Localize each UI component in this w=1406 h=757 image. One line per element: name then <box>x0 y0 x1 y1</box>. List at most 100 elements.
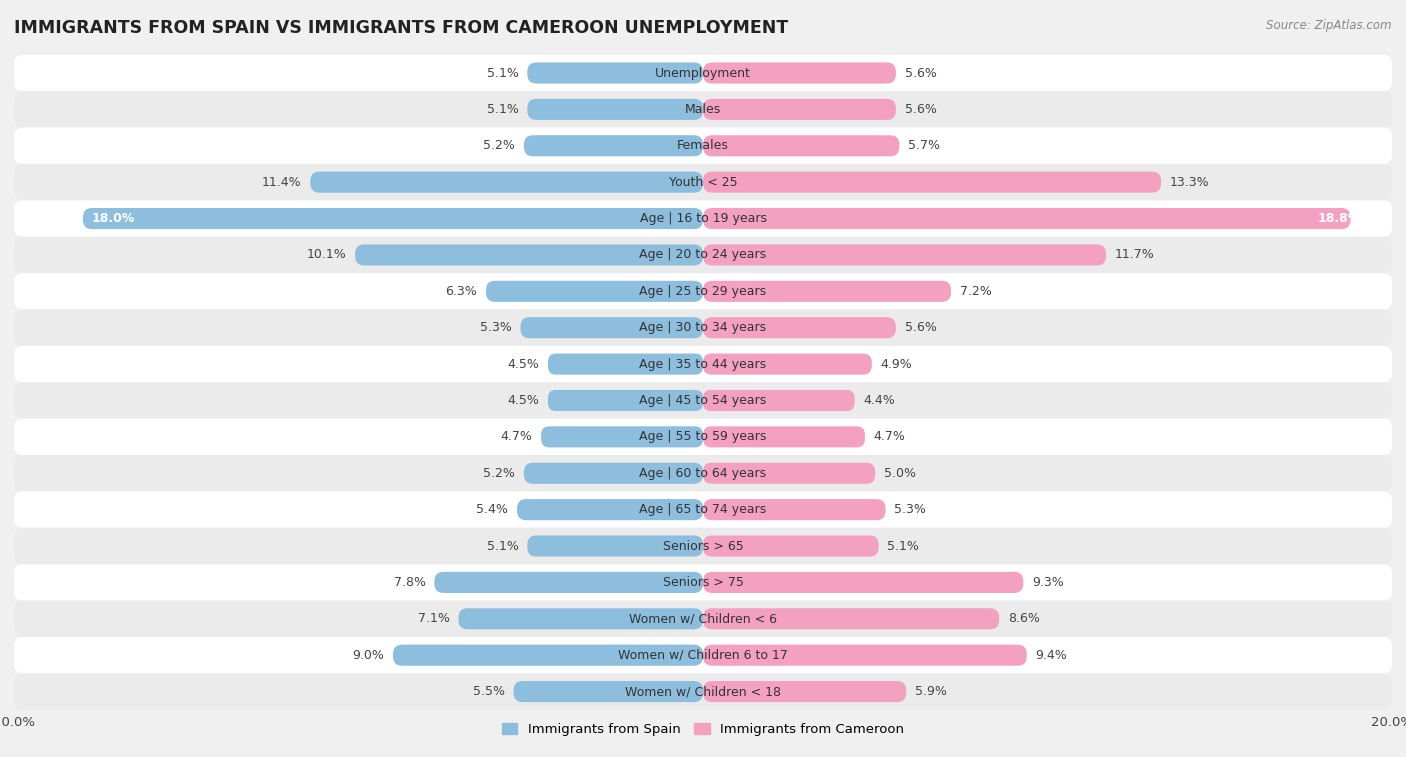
Text: 4.5%: 4.5% <box>508 357 540 371</box>
FancyBboxPatch shape <box>527 99 703 120</box>
Text: 10.1%: 10.1% <box>307 248 346 261</box>
FancyBboxPatch shape <box>703 572 1024 593</box>
FancyBboxPatch shape <box>14 310 1392 346</box>
FancyBboxPatch shape <box>524 136 703 157</box>
Text: 4.7%: 4.7% <box>501 431 533 444</box>
Text: 5.6%: 5.6% <box>904 321 936 334</box>
FancyBboxPatch shape <box>392 645 703 665</box>
FancyBboxPatch shape <box>703 317 896 338</box>
FancyBboxPatch shape <box>14 273 1392 310</box>
Text: Unemployment: Unemployment <box>655 67 751 79</box>
Text: 8.6%: 8.6% <box>1008 612 1039 625</box>
Text: Seniors > 65: Seniors > 65 <box>662 540 744 553</box>
Text: 11.7%: 11.7% <box>1115 248 1154 261</box>
Text: Females: Females <box>678 139 728 152</box>
Text: 4.7%: 4.7% <box>873 431 905 444</box>
FancyBboxPatch shape <box>14 201 1392 237</box>
Text: IMMIGRANTS FROM SPAIN VS IMMIGRANTS FROM CAMEROON UNEMPLOYMENT: IMMIGRANTS FROM SPAIN VS IMMIGRANTS FROM… <box>14 19 789 37</box>
Text: 4.4%: 4.4% <box>863 394 896 407</box>
Text: 9.3%: 9.3% <box>1032 576 1064 589</box>
Text: Age | 35 to 44 years: Age | 35 to 44 years <box>640 357 766 371</box>
Text: 7.2%: 7.2% <box>960 285 991 298</box>
Text: Women w/ Children < 18: Women w/ Children < 18 <box>626 685 780 698</box>
Text: 13.3%: 13.3% <box>1170 176 1209 188</box>
FancyBboxPatch shape <box>703 535 879 556</box>
Text: Age | 55 to 59 years: Age | 55 to 59 years <box>640 431 766 444</box>
FancyBboxPatch shape <box>14 455 1392 491</box>
Text: Age | 25 to 29 years: Age | 25 to 29 years <box>640 285 766 298</box>
FancyBboxPatch shape <box>703 608 1000 629</box>
Text: 4.9%: 4.9% <box>880 357 912 371</box>
FancyBboxPatch shape <box>311 172 703 193</box>
Text: Males: Males <box>685 103 721 116</box>
Text: Youth < 25: Youth < 25 <box>669 176 737 188</box>
FancyBboxPatch shape <box>703 208 1351 229</box>
Text: 11.4%: 11.4% <box>262 176 302 188</box>
FancyBboxPatch shape <box>527 62 703 83</box>
FancyBboxPatch shape <box>14 237 1392 273</box>
FancyBboxPatch shape <box>703 463 875 484</box>
Text: Age | 65 to 74 years: Age | 65 to 74 years <box>640 503 766 516</box>
FancyBboxPatch shape <box>434 572 703 593</box>
Text: 5.4%: 5.4% <box>477 503 509 516</box>
FancyBboxPatch shape <box>14 491 1392 528</box>
Text: 5.7%: 5.7% <box>908 139 941 152</box>
FancyBboxPatch shape <box>703 645 1026 665</box>
FancyBboxPatch shape <box>83 208 703 229</box>
FancyBboxPatch shape <box>703 136 900 157</box>
Text: 9.4%: 9.4% <box>1035 649 1067 662</box>
FancyBboxPatch shape <box>14 637 1392 674</box>
FancyBboxPatch shape <box>356 245 703 266</box>
FancyBboxPatch shape <box>548 390 703 411</box>
FancyBboxPatch shape <box>703 426 865 447</box>
FancyBboxPatch shape <box>703 354 872 375</box>
Text: 5.6%: 5.6% <box>904 67 936 79</box>
Text: Seniors > 75: Seniors > 75 <box>662 576 744 589</box>
Text: Women w/ Children 6 to 17: Women w/ Children 6 to 17 <box>619 649 787 662</box>
Text: 7.1%: 7.1% <box>418 612 450 625</box>
FancyBboxPatch shape <box>458 608 703 629</box>
Text: Age | 30 to 34 years: Age | 30 to 34 years <box>640 321 766 334</box>
Text: 4.5%: 4.5% <box>508 394 540 407</box>
FancyBboxPatch shape <box>14 600 1392 637</box>
Text: Age | 20 to 24 years: Age | 20 to 24 years <box>640 248 766 261</box>
FancyBboxPatch shape <box>703 62 896 83</box>
FancyBboxPatch shape <box>527 535 703 556</box>
FancyBboxPatch shape <box>703 172 1161 193</box>
Text: Age | 60 to 64 years: Age | 60 to 64 years <box>640 467 766 480</box>
Text: 5.6%: 5.6% <box>904 103 936 116</box>
FancyBboxPatch shape <box>14 91 1392 128</box>
Text: 5.2%: 5.2% <box>484 467 515 480</box>
FancyBboxPatch shape <box>703 245 1107 266</box>
FancyBboxPatch shape <box>524 463 703 484</box>
Text: 5.9%: 5.9% <box>915 685 946 698</box>
FancyBboxPatch shape <box>14 346 1392 382</box>
Text: 18.8%: 18.8% <box>1317 212 1361 225</box>
Text: 5.2%: 5.2% <box>484 139 515 152</box>
Text: Age | 45 to 54 years: Age | 45 to 54 years <box>640 394 766 407</box>
Text: 5.1%: 5.1% <box>486 103 519 116</box>
Text: Women w/ Children < 6: Women w/ Children < 6 <box>628 612 778 625</box>
FancyBboxPatch shape <box>541 426 703 447</box>
FancyBboxPatch shape <box>14 128 1392 164</box>
Text: Source: ZipAtlas.com: Source: ZipAtlas.com <box>1267 19 1392 32</box>
Text: 5.1%: 5.1% <box>486 540 519 553</box>
FancyBboxPatch shape <box>14 419 1392 455</box>
Text: 7.8%: 7.8% <box>394 576 426 589</box>
FancyBboxPatch shape <box>548 354 703 375</box>
FancyBboxPatch shape <box>703 99 896 120</box>
FancyBboxPatch shape <box>703 390 855 411</box>
Text: 6.3%: 6.3% <box>446 285 478 298</box>
FancyBboxPatch shape <box>14 55 1392 91</box>
FancyBboxPatch shape <box>703 281 950 302</box>
Text: 5.3%: 5.3% <box>479 321 512 334</box>
FancyBboxPatch shape <box>703 499 886 520</box>
FancyBboxPatch shape <box>486 281 703 302</box>
Text: 18.0%: 18.0% <box>91 212 135 225</box>
Text: Age | 16 to 19 years: Age | 16 to 19 years <box>640 212 766 225</box>
Text: 9.0%: 9.0% <box>353 649 384 662</box>
FancyBboxPatch shape <box>703 681 907 702</box>
FancyBboxPatch shape <box>520 317 703 338</box>
FancyBboxPatch shape <box>14 564 1392 600</box>
FancyBboxPatch shape <box>513 681 703 702</box>
